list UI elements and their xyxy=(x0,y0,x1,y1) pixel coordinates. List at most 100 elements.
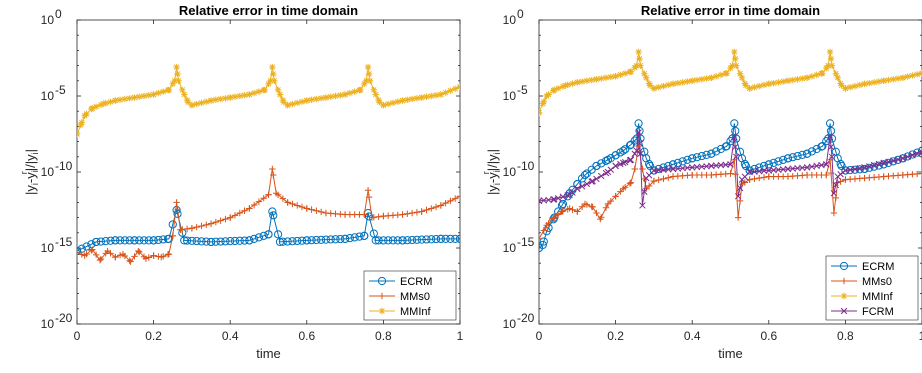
data-point-fcrm xyxy=(612,162,619,170)
data-point-mminf xyxy=(207,97,215,104)
data-point-mminf xyxy=(598,75,605,82)
data-point-mms0 xyxy=(765,173,772,180)
data-point-ecrm xyxy=(278,237,287,246)
data-point-mms0 xyxy=(298,203,306,211)
data-point-mminf xyxy=(760,81,768,89)
x-tick-label: 1 xyxy=(457,329,464,343)
data-point-mminf xyxy=(856,81,863,89)
data-point-mms0 xyxy=(131,253,138,260)
data-point-mminf xyxy=(102,99,109,107)
data-point-mminf xyxy=(679,79,686,86)
data-point-mminf xyxy=(375,96,382,104)
data-point-ecrm xyxy=(597,159,606,168)
data-point-mms0 xyxy=(604,200,612,208)
data-point-mms0 xyxy=(294,202,301,209)
legend-marker-mminf xyxy=(378,307,386,315)
data-point-mminf xyxy=(107,98,114,106)
data-point-mminf xyxy=(351,88,358,95)
data-point-mminf xyxy=(408,95,416,103)
data-point-ecrm xyxy=(417,235,426,244)
data-point-ecrm xyxy=(825,119,835,128)
data-point-mms0 xyxy=(650,177,658,185)
data-point-fcrm xyxy=(578,183,586,190)
data-point-mminf xyxy=(583,77,591,84)
data-point-mms0 xyxy=(550,215,557,222)
data-point-mminf xyxy=(155,89,162,97)
data-point-mms0 xyxy=(303,205,310,212)
data-point-mminf xyxy=(269,63,276,71)
data-point-mminf xyxy=(150,91,157,98)
data-point-ecrm xyxy=(798,150,807,159)
data-point-fcrm xyxy=(731,133,738,141)
data-point-mms0 xyxy=(96,256,104,264)
data-point-mminf xyxy=(646,82,654,89)
data-point-mminf xyxy=(775,79,782,86)
y-tick-exponent: 0 xyxy=(55,7,62,21)
data-point-ecrm xyxy=(259,231,268,240)
data-point-ecrm xyxy=(139,236,149,245)
data-point-mminf xyxy=(689,77,696,84)
data-point-ecrm xyxy=(221,237,230,246)
data-point-mminf xyxy=(842,85,849,92)
data-point-mms0 xyxy=(784,173,792,180)
data-point-mminf xyxy=(279,96,287,104)
data-point-mminf xyxy=(637,62,644,69)
y-tick-label: 10 xyxy=(41,165,55,179)
data-point-mms0 xyxy=(188,225,196,232)
data-point-fcrm xyxy=(880,159,887,167)
data-point-ecrm xyxy=(268,207,277,216)
data-point-mms0 xyxy=(456,193,460,200)
data-point-mminf xyxy=(322,94,330,101)
data-point-mms0 xyxy=(551,214,558,221)
data-point-fcrm xyxy=(830,190,838,197)
data-point-ecrm xyxy=(250,234,259,243)
x-tick-label: 0.4 xyxy=(222,329,239,343)
data-point-ecrm xyxy=(312,235,321,245)
data-point-mms0 xyxy=(364,187,372,194)
data-point-mms0 xyxy=(236,209,243,217)
data-point-fcrm xyxy=(539,197,543,205)
data-point-fcrm xyxy=(669,165,677,173)
data-point-ecrm xyxy=(106,236,115,245)
data-point-mms0 xyxy=(620,185,627,192)
y-tick-exponent: -10 xyxy=(55,159,73,173)
data-point-mminf xyxy=(121,95,129,103)
data-point-mms0 xyxy=(183,225,191,233)
data-point-mminf xyxy=(372,91,379,98)
data-point-mminf xyxy=(607,73,615,81)
data-point-fcrm xyxy=(875,160,883,168)
y-tick-exponent: -20 xyxy=(517,311,535,325)
data-point-mms0 xyxy=(655,176,662,184)
data-point-mms0 xyxy=(408,209,416,217)
data-point-mminf xyxy=(861,80,868,88)
data-point-mms0 xyxy=(643,185,650,192)
data-point-mms0 xyxy=(279,195,287,202)
data-point-mminf xyxy=(827,55,835,62)
data-point-mminf xyxy=(175,77,182,84)
data-point-ecrm xyxy=(668,160,678,169)
data-point-mminf xyxy=(885,76,892,84)
data-point-ecrm xyxy=(451,234,460,243)
x-tick-label: 0.8 xyxy=(375,329,392,343)
data-point-ecrm xyxy=(336,234,345,244)
data-point-mminf xyxy=(834,74,841,81)
data-point-fcrm xyxy=(650,167,658,174)
data-point-fcrm xyxy=(583,180,591,188)
data-point-ecrm xyxy=(206,237,216,247)
data-point-mms0 xyxy=(554,211,562,218)
data-point-fcrm xyxy=(598,172,605,180)
data-point-mms0 xyxy=(760,174,768,181)
data-point-mms0 xyxy=(203,221,210,229)
y-tick-exponent: -15 xyxy=(517,235,535,249)
data-point-mms0 xyxy=(597,215,604,223)
data-point-mms0 xyxy=(361,211,368,218)
data-point-ecrm xyxy=(211,237,220,246)
data-point-ecrm xyxy=(364,212,374,221)
data-point-mminf xyxy=(832,70,840,77)
data-point-mminf xyxy=(317,95,325,102)
data-point-mms0 xyxy=(442,199,449,207)
data-point-mminf xyxy=(217,95,224,103)
data-point-mminf xyxy=(837,80,844,87)
data-point-mminf xyxy=(261,86,268,94)
data-point-mminf xyxy=(418,94,425,101)
